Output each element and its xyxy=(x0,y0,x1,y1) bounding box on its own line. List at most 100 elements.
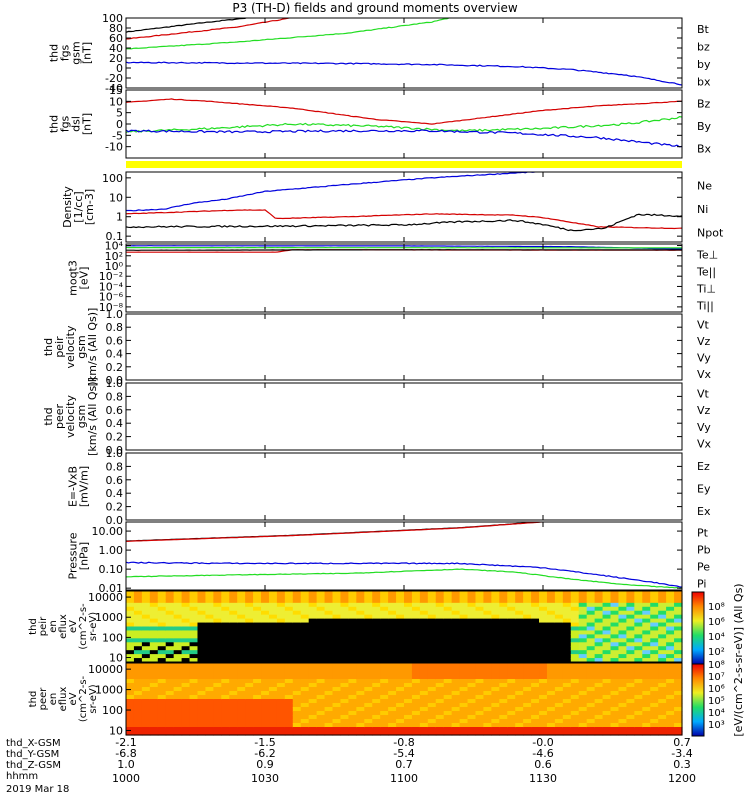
spectrogram-cell xyxy=(380,630,389,635)
spectrogram-cell xyxy=(308,675,318,680)
spectrogram-cell xyxy=(205,591,214,596)
spectrogram-cell xyxy=(332,634,342,639)
spectrogram-cell xyxy=(245,591,254,596)
panel-frame xyxy=(125,521,683,591)
spectrogram-cell xyxy=(396,691,405,696)
spectrogram-cell xyxy=(197,687,207,692)
spectrogram-cell xyxy=(618,634,627,639)
spectrogram-cell xyxy=(126,602,135,608)
spectrogram-cell xyxy=(419,622,429,628)
spectrogram-cell xyxy=(554,591,564,596)
spectrogram-cell xyxy=(483,687,492,692)
spectrogram-cell xyxy=(546,622,556,628)
spectrogram-cell xyxy=(316,703,326,708)
spectrogram-cell xyxy=(308,731,318,736)
spectrogram-cell xyxy=(634,614,643,620)
spectrogram-cell xyxy=(562,663,572,668)
spectrogram-cell xyxy=(483,591,492,596)
spectrogram-cell xyxy=(570,727,580,732)
spectrogram-cell xyxy=(546,711,556,716)
spectrogram-cell xyxy=(388,646,397,651)
spectrogram-cell xyxy=(443,667,453,672)
spectrogram-cell xyxy=(674,667,683,672)
spectrogram-cell xyxy=(308,707,318,712)
spectrogram-cell xyxy=(650,683,659,688)
spectrogram-cell xyxy=(562,646,572,651)
spectrogram-cell xyxy=(546,642,556,647)
spectrogram-cell xyxy=(546,703,556,708)
spectrogram-cell xyxy=(261,654,270,659)
spectrogram-cell xyxy=(268,687,278,692)
spectrogram-cell xyxy=(181,626,191,632)
spectrogram-cell xyxy=(388,602,397,608)
spectrogram-cell xyxy=(165,646,175,651)
spectrogram-cell xyxy=(388,614,397,620)
spectrogram-cell xyxy=(324,614,334,620)
spectrogram-cell xyxy=(642,654,651,659)
spectrogram-cell xyxy=(419,602,429,608)
y-axis-label: peir xyxy=(53,336,66,358)
y-axis-label: en xyxy=(48,693,59,706)
spectrogram-cell xyxy=(157,687,167,692)
y-tick-label: 10 xyxy=(109,95,123,108)
spectrogram-cell xyxy=(491,622,500,628)
spectrogram-cell xyxy=(483,679,492,684)
spectrogram-cell xyxy=(419,598,429,604)
spectrogram-cell xyxy=(562,594,572,600)
spectrogram-cell xyxy=(411,638,421,643)
spectrogram-cell xyxy=(618,658,627,663)
spectrogram-cell xyxy=(411,667,421,672)
spectrogram-cell xyxy=(475,654,485,659)
spectrogram-cell xyxy=(332,591,342,596)
spectrogram-cell xyxy=(443,731,453,736)
spectrogram-cell xyxy=(634,654,643,659)
spectrogram-cell xyxy=(483,731,492,736)
y-tick-label: 0.8 xyxy=(106,390,124,403)
spectrogram-cell xyxy=(578,638,588,643)
spectrogram-cell xyxy=(570,626,580,632)
spectrogram-cell xyxy=(300,598,310,604)
spectrogram-cell xyxy=(308,646,318,651)
spectrogram-cell xyxy=(443,646,453,651)
spectrogram-cell xyxy=(578,634,588,639)
spectrogram-cell xyxy=(483,630,492,635)
spectrogram-cell xyxy=(586,671,596,676)
spectrogram-cell xyxy=(205,654,214,659)
spectrogram-cell xyxy=(539,610,548,616)
spectrogram-cell xyxy=(133,691,143,696)
y-axis-label: Density xyxy=(61,186,74,228)
spectrogram-cell xyxy=(340,654,349,659)
spectrogram-cell xyxy=(610,638,620,643)
spectrogram-cell xyxy=(451,683,461,688)
spectrogram-cell xyxy=(531,606,540,612)
spectrogram-cell xyxy=(554,679,564,684)
spectrogram-cell xyxy=(189,723,199,728)
spectrogram-cell xyxy=(364,626,373,632)
spectrogram-cell xyxy=(626,591,635,596)
spectrogram-cell xyxy=(292,658,302,663)
spectrogram-cell xyxy=(316,723,326,728)
spectrogram-cell xyxy=(570,602,580,608)
spectrogram-cell xyxy=(126,719,135,724)
spectrogram-cell xyxy=(364,606,373,612)
spectrogram-cell xyxy=(507,634,516,639)
spectrogram-cell xyxy=(253,618,262,624)
spectrogram-cell xyxy=(546,663,556,668)
spectrogram-cell xyxy=(292,594,302,600)
spectrogram-cell xyxy=(276,691,286,696)
spectrogram-cell xyxy=(539,658,548,663)
y-axis-label: E=-VxB xyxy=(67,466,80,507)
spectrogram-cell xyxy=(268,618,278,624)
y-tick-label: -5 xyxy=(112,129,123,142)
spectrogram-cell xyxy=(658,594,667,600)
spectrogram-cell xyxy=(300,691,310,696)
spectrogram-cell xyxy=(245,638,254,643)
spectrogram-cell xyxy=(181,610,191,616)
spectrogram-cell xyxy=(443,618,453,624)
y-tick-label: 100 xyxy=(102,704,123,717)
spectrogram-cell xyxy=(396,719,405,724)
spectrogram-cell xyxy=(356,699,365,704)
legend-entry: Bx xyxy=(697,143,712,156)
spectrogram-cell xyxy=(562,687,572,692)
spectrogram-cell xyxy=(459,598,469,604)
